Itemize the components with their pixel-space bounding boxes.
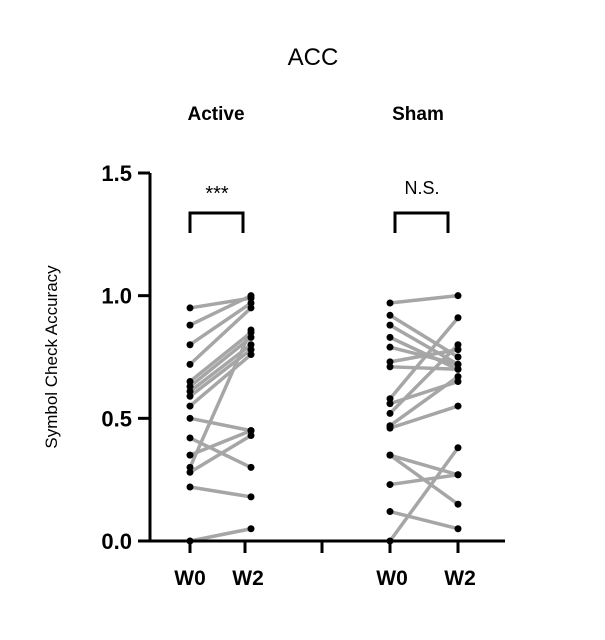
point-w2 bbox=[454, 365, 462, 373]
subject-line-active bbox=[188, 329, 253, 469]
point-w2 bbox=[454, 378, 462, 386]
subject-line-active bbox=[188, 353, 253, 408]
subject-line-active bbox=[189, 294, 252, 327]
x-tick-label-sham-w2: W2 bbox=[444, 567, 476, 590]
x-tick-label-sham-w0: W0 bbox=[376, 567, 408, 590]
subject-line-active bbox=[189, 485, 252, 499]
chart-title: ACC bbox=[288, 44, 339, 71]
point-w0 bbox=[186, 387, 194, 395]
subject-line-active bbox=[189, 527, 252, 543]
subject-line-sham bbox=[389, 365, 459, 372]
point-w2 bbox=[247, 341, 255, 349]
point-w0 bbox=[386, 451, 394, 459]
point-w0 bbox=[386, 409, 394, 417]
point-w2 bbox=[247, 299, 255, 307]
point-w0 bbox=[186, 321, 194, 329]
y-axis-label: Symbol Check Accuracy bbox=[42, 265, 61, 449]
y-tick-label: 1.0 bbox=[101, 284, 132, 309]
subject-line-active bbox=[189, 416, 252, 433]
point-w2 bbox=[247, 304, 255, 312]
point-w2 bbox=[454, 525, 462, 533]
subject-line-active bbox=[188, 336, 253, 388]
point-w0 bbox=[386, 481, 394, 489]
point-w2 bbox=[247, 292, 255, 300]
point-w2 bbox=[454, 353, 462, 361]
subject-line-sham bbox=[389, 335, 459, 371]
point-w0 bbox=[186, 378, 194, 386]
subject-line-sham bbox=[389, 293, 459, 305]
point-w0 bbox=[386, 311, 394, 319]
subject-line-sham bbox=[388, 316, 460, 400]
point-w0 bbox=[186, 402, 194, 410]
point-w0 bbox=[186, 382, 194, 390]
point-w2 bbox=[454, 471, 462, 479]
point-w0 bbox=[386, 400, 394, 408]
point-w0 bbox=[386, 363, 394, 371]
subject-line-active bbox=[188, 348, 253, 398]
point-w0 bbox=[386, 358, 394, 366]
subject-line-active bbox=[188, 331, 253, 383]
point-w0 bbox=[386, 343, 394, 351]
group-label-active: Active bbox=[187, 104, 244, 125]
y-tick-label: 1.5 bbox=[101, 161, 132, 186]
subject-line-sham bbox=[388, 343, 460, 415]
point-w0 bbox=[386, 321, 394, 329]
significance-label-sham: N.S. bbox=[404, 178, 439, 198]
point-w2 bbox=[247, 326, 255, 334]
point-w2 bbox=[454, 341, 462, 349]
point-w0 bbox=[186, 434, 194, 442]
subject-line-sham bbox=[389, 473, 459, 487]
subject-line-sham bbox=[389, 453, 459, 477]
point-w0 bbox=[186, 360, 194, 368]
point-w2 bbox=[247, 525, 255, 533]
x-tick-label-active-w2: W2 bbox=[232, 567, 264, 590]
subject-line-active bbox=[189, 301, 252, 347]
point-w2 bbox=[247, 351, 255, 359]
point-w0 bbox=[186, 463, 194, 471]
subject-line-sham bbox=[389, 404, 459, 430]
subject-line-sham bbox=[389, 509, 459, 531]
point-w0 bbox=[386, 299, 394, 307]
point-w2 bbox=[454, 444, 462, 452]
point-w2 bbox=[454, 402, 462, 410]
subject-line-active bbox=[189, 428, 252, 457]
significance-label-active: *** bbox=[205, 183, 229, 205]
point-w0 bbox=[186, 392, 194, 400]
point-w2 bbox=[247, 427, 255, 435]
point-w2 bbox=[454, 360, 462, 368]
x-tick-label-active-w0: W0 bbox=[174, 567, 206, 590]
subject-line-active bbox=[189, 434, 252, 474]
group-label-sham: Sham bbox=[392, 104, 444, 125]
point-w0 bbox=[186, 451, 194, 459]
subject-line-sham bbox=[388, 375, 460, 428]
point-w0 bbox=[386, 395, 394, 403]
point-w0 bbox=[386, 424, 394, 432]
point-w2 bbox=[247, 333, 255, 341]
y-tick-label: 0.0 bbox=[101, 529, 132, 554]
significance-bracket-active bbox=[188, 211, 245, 233]
point-w2 bbox=[454, 373, 462, 381]
point-w0 bbox=[386, 333, 394, 341]
point-w2 bbox=[247, 346, 255, 354]
point-w2 bbox=[454, 500, 462, 508]
point-w2 bbox=[247, 493, 255, 501]
point-w0 bbox=[186, 304, 194, 312]
point-w2 bbox=[454, 292, 462, 300]
point-w2 bbox=[247, 463, 255, 471]
y-tick-label: 0.5 bbox=[101, 406, 132, 431]
subject-line-active bbox=[188, 306, 253, 366]
point-w2 bbox=[454, 346, 462, 354]
significance-bracket-sham bbox=[393, 211, 450, 233]
point-w0 bbox=[186, 483, 194, 491]
point-w0 bbox=[386, 508, 394, 516]
point-w0 bbox=[186, 468, 194, 476]
point-w2 bbox=[454, 314, 462, 322]
point-w2 bbox=[247, 432, 255, 440]
point-w0 bbox=[186, 414, 194, 422]
point-w0 bbox=[186, 341, 194, 349]
subject-line-sham bbox=[388, 446, 460, 543]
